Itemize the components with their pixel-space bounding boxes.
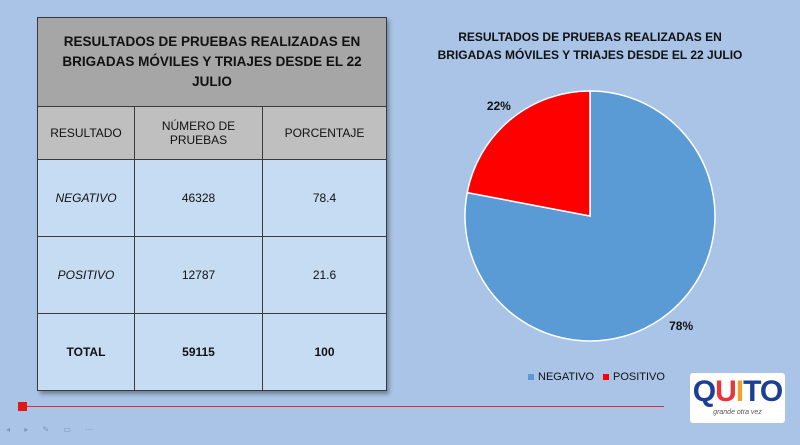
legend-label-positivo: POSITIVO bbox=[613, 371, 665, 383]
data-label-negativo: 78% bbox=[669, 319, 693, 333]
row-total-label: TOTAL bbox=[37, 313, 135, 391]
table-row: POSITIVO 12787 21.6 bbox=[37, 236, 387, 314]
results-table: RESULTADOS DE PRUEBAS REALIZADAS EN BRIG… bbox=[37, 17, 387, 391]
row-positivo-porcentaje: 21.6 bbox=[262, 236, 387, 314]
row-positivo-numero: 12787 bbox=[134, 236, 263, 314]
results-table-container: RESULTADOS DE PRUEBAS REALIZADAS EN BRIG… bbox=[37, 17, 387, 391]
header-resultado: RESULTADO bbox=[37, 106, 135, 160]
row-total-numero: 59115 bbox=[134, 313, 263, 391]
legend-label-negativo: NEGATIVO bbox=[538, 371, 594, 383]
chart-title: RESULTADOS DE PRUEBAS REALIZADAS EN BRIG… bbox=[437, 30, 743, 62]
logo-text: QUITO bbox=[692, 375, 783, 408]
data-label-positivo: 22% bbox=[487, 99, 511, 113]
pie-slice-positivo bbox=[466, 90, 591, 217]
legend-swatch-negativo bbox=[528, 374, 534, 380]
header-porcentaje: PORCENTAJE bbox=[262, 106, 387, 160]
table-row: TOTAL 59115 100 bbox=[37, 313, 387, 391]
row-total-porcentaje: 100 bbox=[262, 313, 387, 391]
quito-logo: QUITO grande otra vez bbox=[690, 373, 785, 423]
footer-divider bbox=[22, 406, 664, 407]
header-numero: NÚMERO DE PRUEBAS bbox=[134, 106, 263, 160]
row-negativo-porcentaje: 78.4 bbox=[262, 159, 387, 237]
table-row: NEGATIVO 46328 78.4 bbox=[37, 159, 387, 237]
slide-nav-icons[interactable]: ◂ ▸ ✎ ▭ ⋯ bbox=[6, 425, 100, 434]
table-title: RESULTADOS DE PRUEBAS REALIZADAS EN BRIG… bbox=[37, 17, 387, 107]
slide-progress-marker bbox=[18, 402, 27, 411]
logo-tagline: grande otra vez bbox=[713, 409, 762, 416]
row-negativo-numero: 46328 bbox=[134, 159, 263, 237]
legend-swatch-positivo bbox=[603, 374, 609, 380]
row-positivo-label: POSITIVO bbox=[37, 236, 135, 314]
